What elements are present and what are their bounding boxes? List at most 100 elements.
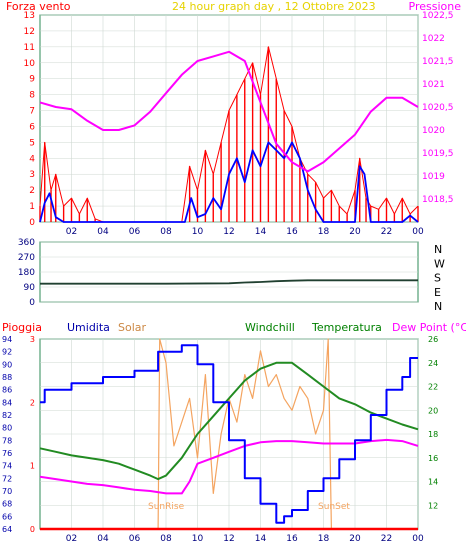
wind-tick-label: 8	[29, 91, 35, 101]
compass-tick-label: N	[434, 243, 442, 256]
pressure-tick-label: 1019	[422, 172, 445, 182]
wind-tick-label: 12	[24, 27, 35, 37]
x-tick-label: 00	[412, 534, 424, 544]
compass-tick-label: W	[434, 257, 445, 270]
x-tick-label: 02	[66, 534, 77, 544]
x-tick-label: 16	[286, 227, 298, 237]
x-tick-label: 12	[223, 534, 234, 544]
pressure-series-line	[39, 50, 419, 173]
wind-tick-label: 4	[29, 154, 35, 164]
wind-panel-ticks: 0123456789101112131018,510191019,5102010…	[24, 11, 454, 237]
legend-dewpoint: Dew Point (°C)	[392, 321, 466, 334]
humidity-tick-label: 94	[2, 335, 12, 344]
x-tick-label: 08	[160, 227, 172, 237]
legend-solar: Solar	[118, 321, 147, 334]
rain-tick-label: 2	[30, 398, 35, 407]
x-tick-label: 20	[349, 534, 361, 544]
direction-tick-label: 0	[29, 298, 35, 308]
sunrise-label: SunRise	[148, 502, 185, 512]
pressure-tick-label: 1020,5	[422, 103, 454, 113]
x-tick-label: 04	[97, 534, 109, 544]
dewpoint-series-line	[39, 438, 419, 495]
humidity-tick-label: 88	[2, 373, 12, 382]
x-tick-label: 10	[192, 534, 204, 544]
humidity-tick-label: 80	[2, 424, 12, 433]
temperature-tick-label: 22	[428, 383, 438, 392]
compass-tick-label: N	[434, 300, 442, 313]
humidity-tick-label: 68	[2, 500, 12, 509]
pressure-tick-label: 1018,5	[422, 195, 454, 205]
humidity-series-line	[40, 344, 418, 524]
direction-tick-label: 90	[24, 283, 36, 293]
x-tick-label: 10	[192, 227, 204, 237]
x-tick-label: 04	[97, 227, 109, 237]
temperature-tick-label: 24	[428, 359, 438, 368]
pressure-tick-label: 1021,5	[422, 57, 454, 67]
humidity-tick-label: 72	[2, 474, 12, 483]
direction-tick-label: 360	[18, 238, 35, 248]
x-tick-label: 18	[318, 227, 330, 237]
temperature-tick-label: 18	[428, 430, 438, 439]
x-tick-label: 12	[223, 227, 234, 237]
pressure-tick-label: 1022	[422, 34, 445, 44]
wind-tick-label: 9	[29, 75, 35, 85]
humidity-tick-label: 64	[2, 525, 12, 534]
humidity-tick-label: 70	[2, 487, 12, 496]
x-tick-label: 14	[255, 227, 267, 237]
humidity-tick-label: 82	[2, 411, 12, 420]
wind-tick-label: 3	[29, 170, 35, 180]
humidity-tick-label: 76	[2, 449, 12, 458]
wind-tick-label: 11	[24, 43, 35, 53]
temperature-tick-label: 14	[428, 478, 438, 487]
wind-panel-marks	[39, 46, 419, 223]
humidity-tick-label: 74	[2, 462, 12, 471]
wind-tick-label: 7	[29, 107, 35, 117]
x-tick-label: 06	[129, 534, 141, 544]
pressure-tick-label: 1022,5	[422, 11, 454, 21]
temperature-tick-label: 26	[428, 335, 438, 344]
legend-humidity: Umidita	[67, 321, 110, 334]
direction-series-line	[40, 279, 418, 285]
wind-axis-label: Forza vento	[6, 0, 71, 13]
humidity-tick-label: 84	[2, 398, 12, 407]
x-tick-label: 18	[318, 534, 330, 544]
temperature-tick-label: 16	[428, 454, 438, 463]
wind-tick-label: 2	[29, 186, 35, 196]
temperature-tick-label: 12	[428, 501, 438, 510]
pressure-tick-label: 1019,5	[422, 149, 454, 159]
direction-panel-grid	[40, 241, 418, 303]
humidity-tick-label: 90	[2, 360, 12, 369]
wind-tick-label: 10	[24, 59, 36, 69]
x-tick-label: 06	[129, 227, 141, 237]
pressure-tick-label: 1020	[422, 126, 445, 136]
x-tick-label: 14	[255, 534, 267, 544]
rain-tick-label: 0	[30, 525, 35, 534]
x-tick-label: 02	[66, 227, 77, 237]
temperature-series-line	[39, 361, 419, 481]
direction-tick-label: 270	[18, 253, 35, 263]
gust-series-line	[39, 141, 419, 223]
temperature-tick-label: 20	[428, 406, 438, 415]
chart-title: 24 hour graph day , 12 Ottobre 2023	[172, 0, 376, 13]
pressure-axis-label: Pressione	[409, 0, 462, 13]
humidity-tick-label: 86	[2, 386, 12, 395]
x-tick-label: 08	[160, 534, 172, 544]
compass-tick-label: S	[434, 272, 441, 285]
humidity-tick-label: 92	[2, 348, 12, 357]
temperature-panel-ticks: 6466687072747678808284868890929401231214…	[2, 335, 438, 544]
temperature-panel-marks	[39, 338, 419, 531]
compass-tick-label: E	[434, 286, 441, 299]
legend-rain: Pioggia	[2, 321, 42, 334]
x-tick-label: 16	[286, 534, 298, 544]
direction-panel-marks	[40, 279, 418, 285]
x-tick-label: 22	[381, 227, 392, 237]
rain-tick-label: 1	[30, 462, 35, 471]
humidity-tick-label: 66	[2, 512, 12, 521]
rain-tick-label: 3	[30, 335, 35, 344]
wind-tick-label: 6	[29, 122, 35, 132]
solar-series-line	[157, 338, 332, 530]
wind-tick-label: 1	[29, 202, 35, 212]
x-tick-label: 00	[412, 227, 424, 237]
pressure-tick-label: 1021	[422, 80, 445, 90]
